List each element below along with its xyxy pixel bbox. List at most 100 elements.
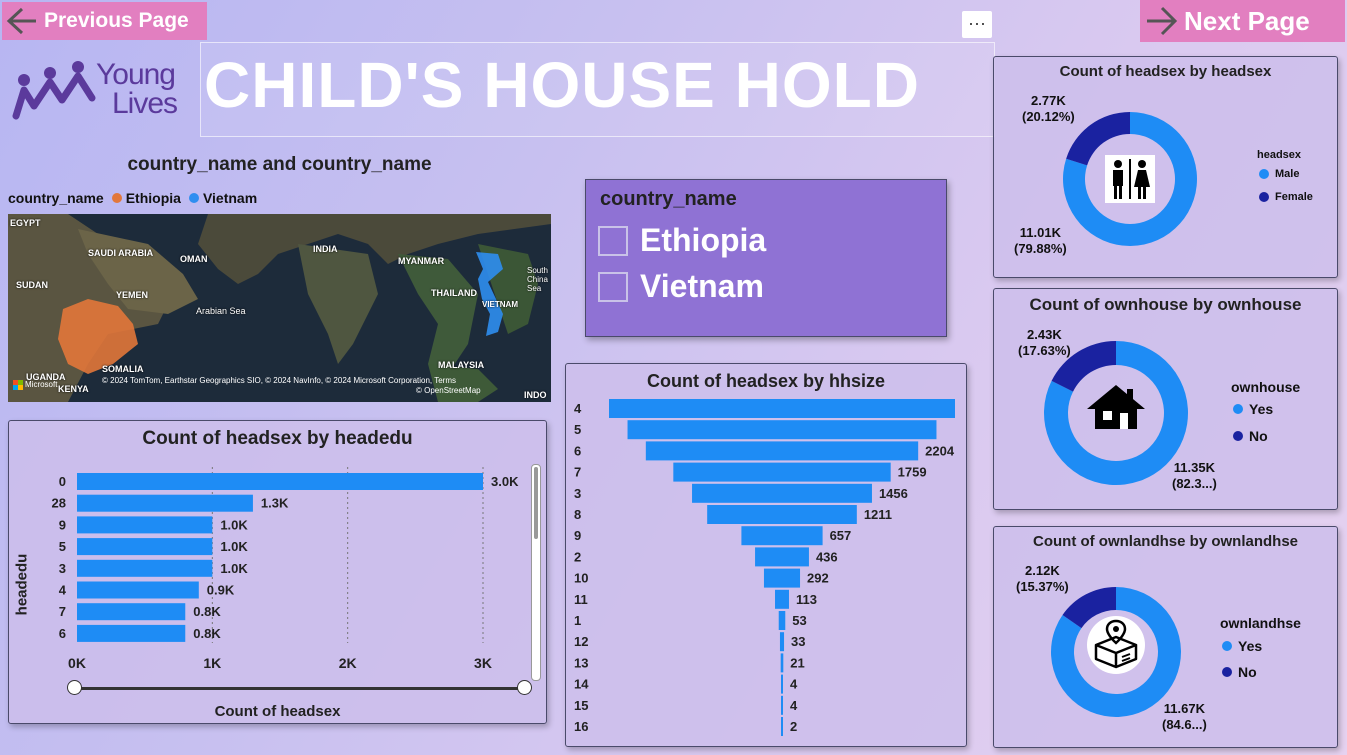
bar [77, 538, 213, 556]
ownhouse-chart-panel: Count of ownhouse by ownhouse 2.43K (17.6… [993, 288, 1338, 510]
headedu-chart-panel: Count of headsex by headedu 0K 1K 2K 3K 0 3.0… [8, 420, 547, 724]
bar [77, 603, 186, 621]
range-slider[interactable] [67, 680, 532, 695]
slider-handle-start[interactable] [67, 680, 82, 695]
data-label: 33 [791, 634, 805, 649]
data-label: 0.8K [193, 604, 221, 619]
legend-dot-icon [1233, 431, 1243, 441]
y-tick-label: 15 [574, 698, 588, 713]
x-tick-label: 2K [339, 655, 357, 671]
map-legend-label: Vietnam [202, 190, 258, 206]
country-map[interactable]: EGYPT SAUDI ARABIA OMAN INDIA MYANMAR SU… [8, 214, 551, 402]
funnel-bar [627, 420, 937, 440]
young-lives-logo: Young Lives [12, 58, 197, 122]
map-attribution: © 2024 TomTom, Earthstar Geographics SIO… [102, 376, 456, 385]
bar [77, 516, 213, 534]
funnel-bar [781, 717, 783, 736]
checkbox-icon[interactable] [598, 225, 628, 256]
previous-page-button[interactable]: Previous Page [2, 2, 207, 40]
slicer-item-ethiopia[interactable]: Ethiopia [598, 222, 766, 259]
y-tick-label: 9 [59, 517, 66, 532]
data-label: 1.0K [220, 517, 248, 532]
legend-item-yes: Yes [1222, 638, 1262, 654]
funnel-bar [692, 483, 872, 503]
slicer-item-vietnam[interactable]: Vietnam [598, 268, 764, 305]
x-tick-label: 3K [474, 655, 492, 671]
y-tick-label: 9 [574, 528, 581, 543]
data-label: 0.8K [193, 626, 221, 641]
y-tick-label: 10 [574, 571, 588, 586]
funnel-bar [780, 653, 784, 673]
y-tick-label: 4 [59, 583, 67, 598]
data-label: 4 [790, 698, 798, 713]
map-legend-title: country_name [8, 190, 104, 206]
vertical-scrollbar[interactable] [531, 464, 541, 681]
map-label: SOMALIA [102, 364, 144, 374]
bar [77, 494, 253, 512]
map-label: INDIA [313, 244, 338, 254]
donut-slice [1066, 112, 1130, 166]
data-label: 1.3K [261, 496, 289, 511]
map-label: MALAYSIA [438, 360, 485, 370]
data-label: 113 [796, 592, 817, 607]
funnel-bar [741, 526, 823, 546]
y-tick-label: 0 [59, 474, 66, 489]
country-slicer: country_name Ethiopia Vietnam [585, 179, 947, 337]
legend-item-no: No [1222, 664, 1257, 680]
y-axis-title: headedu [13, 553, 31, 616]
funnel-bar [609, 399, 955, 418]
map-legend-vietnam: Vietnam [188, 190, 258, 206]
y-tick-label: 3 [59, 561, 66, 576]
map-label: SUDAN [16, 280, 49, 290]
y-tick-label: 11 [574, 592, 588, 607]
y-tick-label: 5 [59, 539, 66, 554]
scrollbar-thumb[interactable] [534, 467, 538, 539]
data-label: 292 [807, 571, 829, 586]
bar [77, 559, 213, 577]
y-tick-label: 4 [574, 401, 582, 416]
map-label: South China Sea [527, 266, 548, 293]
checkbox-icon[interactable] [598, 271, 628, 302]
house-icon [1087, 385, 1145, 429]
map-label: OMAN [180, 254, 208, 264]
funnel-bar [778, 611, 786, 630]
people-logo-icon [12, 61, 96, 120]
restroom-icon [1105, 155, 1155, 203]
arrow-right-icon [1147, 6, 1178, 36]
logo-text-young: Young [96, 58, 176, 91]
data-label: 657 [830, 528, 852, 543]
y-tick-label: 6 [574, 443, 581, 458]
data-label: 436 [816, 549, 838, 564]
donut-slice [1063, 112, 1197, 246]
donut-slice [1044, 341, 1188, 485]
map-title: country_name and country_name [127, 154, 432, 175]
logo-text-lives: Lives [112, 87, 178, 120]
ownlandhse-donut-chart [1051, 587, 1181, 717]
headsex-donut-chart [1063, 112, 1197, 246]
openstreetmap-link[interactable]: © OpenStreetMap [416, 386, 481, 395]
legend-title: headsex [1257, 149, 1302, 161]
funnel-bar [707, 505, 857, 524]
data-label: 2204 [925, 443, 955, 458]
legend-dot-icon [1259, 192, 1269, 202]
legend-item-yes: Yes [1233, 401, 1273, 417]
more-options-button[interactable]: ··· [962, 11, 992, 38]
map-label: Arabian Sea [196, 306, 246, 316]
x-tick-label: 0K [68, 655, 86, 671]
donut-slice [1051, 587, 1181, 717]
y-tick-label: 2 [574, 549, 581, 564]
page-title: CHILD'S HOUSE HOLD [204, 49, 920, 121]
slider-handle-end[interactable] [517, 680, 532, 695]
funnel-bar [673, 462, 891, 482]
map-label: VIETNAM [482, 300, 518, 309]
y-tick-label: 13 [574, 655, 588, 670]
legend-item-male: Male [1259, 168, 1299, 180]
map-label: SAUDI ARABIA [88, 248, 154, 258]
next-page-button[interactable]: Next Page [1140, 0, 1345, 42]
chart-title: Count of headsex by hhsize [646, 371, 886, 391]
next-page-label: Next Page [1184, 5, 1310, 36]
legend-item-no: No [1233, 428, 1268, 444]
bar [77, 473, 483, 490]
data-label: 21 [790, 655, 804, 670]
